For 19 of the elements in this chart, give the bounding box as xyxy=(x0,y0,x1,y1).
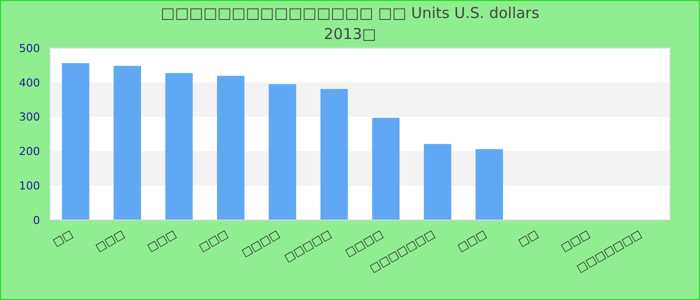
chart-subtitle: 2013□ xyxy=(324,25,376,43)
bar xyxy=(320,88,348,220)
y-tick-label: 100 xyxy=(19,179,40,192)
y-tick-label: 0 xyxy=(33,214,40,227)
bar xyxy=(476,149,503,220)
x-tick-label: □□ xyxy=(50,227,76,249)
y-tick-label: 300 xyxy=(19,110,40,124)
bar xyxy=(114,66,142,220)
y-tick-label: 200 xyxy=(19,145,40,158)
x-tick-label: □□ xyxy=(516,227,540,249)
y-tick-label: 500 xyxy=(19,42,40,55)
bar xyxy=(372,118,400,220)
chart-title: □□□□□□□□□□□□□□□ □□ Units U.S. dollars xyxy=(160,4,540,22)
bar xyxy=(424,144,452,220)
bar xyxy=(62,63,90,220)
bar xyxy=(268,84,296,220)
bar xyxy=(165,73,193,220)
bar xyxy=(217,76,244,220)
y-tick-label: 400 xyxy=(19,76,40,90)
